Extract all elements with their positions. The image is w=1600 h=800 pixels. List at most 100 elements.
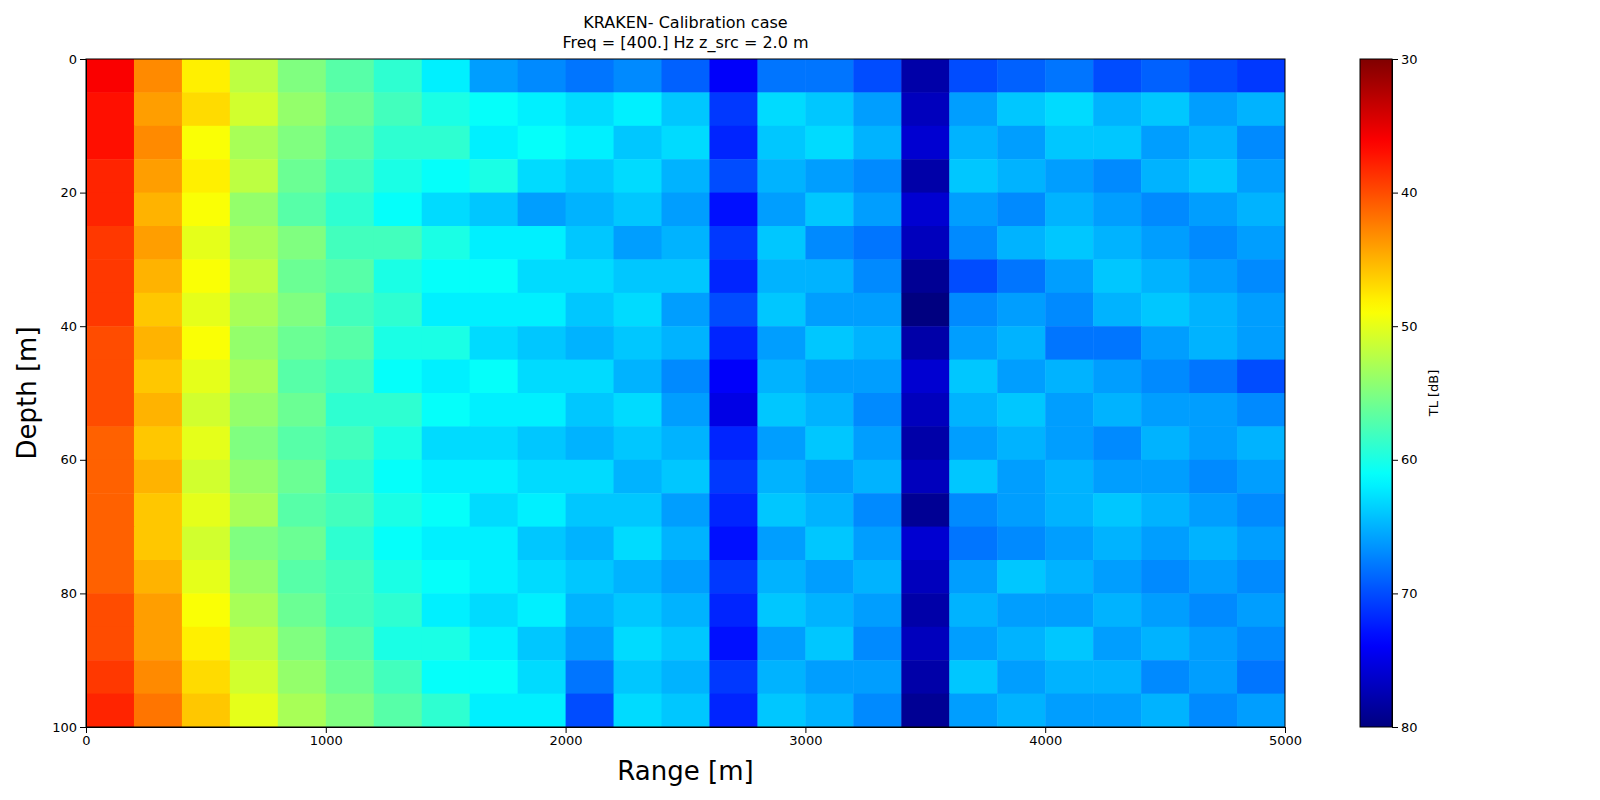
cell <box>1093 593 1141 627</box>
cell <box>278 159 326 193</box>
cell <box>709 393 757 427</box>
cell <box>470 660 518 694</box>
cell <box>709 560 757 594</box>
cell <box>1045 293 1093 327</box>
cell <box>278 660 326 694</box>
cell <box>278 126 326 160</box>
cell <box>278 360 326 394</box>
cell <box>374 460 422 494</box>
cell <box>566 527 614 561</box>
cell <box>518 527 566 561</box>
tick: 0 <box>82 727 90 748</box>
cell <box>134 426 182 460</box>
cell <box>134 126 182 160</box>
tick-label: 3000 <box>789 733 822 748</box>
cell <box>662 527 710 561</box>
cell <box>326 493 374 527</box>
cell <box>422 126 470 160</box>
cell <box>853 660 901 694</box>
cell <box>134 660 182 694</box>
cell <box>1045 326 1093 360</box>
cell <box>230 593 278 627</box>
cell <box>230 493 278 527</box>
cell <box>1189 226 1237 260</box>
cell <box>374 493 422 527</box>
cell <box>134 92 182 126</box>
cell <box>901 393 949 427</box>
cell <box>86 527 134 561</box>
cell <box>566 694 614 727</box>
cell <box>1237 360 1285 394</box>
cell <box>230 527 278 561</box>
cell <box>230 193 278 227</box>
title: KRAKEN- Calibration caseFreq = [400.] Hz… <box>562 13 808 53</box>
cell <box>1093 560 1141 594</box>
cell <box>1093 326 1141 360</box>
cell <box>805 259 853 293</box>
cell <box>901 326 949 360</box>
cell <box>1189 92 1237 126</box>
cell <box>518 694 566 727</box>
cell <box>949 527 997 561</box>
cell <box>1093 527 1141 561</box>
cell <box>278 393 326 427</box>
cell <box>470 126 518 160</box>
cell <box>422 560 470 594</box>
cell <box>949 593 997 627</box>
cell <box>230 560 278 594</box>
cell <box>374 426 422 460</box>
cell <box>86 460 134 494</box>
cell <box>662 360 710 394</box>
cell <box>709 59 757 93</box>
cell <box>86 493 134 527</box>
cell <box>757 59 805 93</box>
cell <box>1237 59 1285 93</box>
cell <box>805 193 853 227</box>
cell <box>1189 393 1237 427</box>
cell <box>422 360 470 394</box>
tick-mark <box>1392 593 1398 594</box>
cell <box>182 159 230 193</box>
cell <box>566 360 614 394</box>
cell <box>949 360 997 394</box>
cell <box>997 393 1045 427</box>
tick: 5000 <box>1269 727 1302 748</box>
cell <box>997 126 1045 160</box>
cell <box>134 159 182 193</box>
cell <box>182 426 230 460</box>
cell <box>805 593 853 627</box>
cell <box>326 226 374 260</box>
cell <box>470 527 518 561</box>
cell <box>86 92 134 126</box>
cell <box>1045 560 1093 594</box>
cell <box>757 159 805 193</box>
cell <box>134 393 182 427</box>
cell <box>901 527 949 561</box>
cell <box>134 293 182 327</box>
cell <box>1237 326 1285 360</box>
cell <box>997 460 1045 494</box>
cell <box>1189 193 1237 227</box>
cell <box>422 92 470 126</box>
cell <box>662 660 710 694</box>
tick: 60 <box>60 452 86 467</box>
cell <box>326 159 374 193</box>
cell <box>1141 593 1189 627</box>
cell <box>949 627 997 661</box>
cell <box>757 360 805 394</box>
cell <box>86 326 134 360</box>
tick: 80 <box>1392 720 1418 735</box>
cell <box>997 493 1045 527</box>
cell <box>182 560 230 594</box>
cell <box>1093 126 1141 160</box>
cell <box>518 59 566 93</box>
cell <box>853 460 901 494</box>
cell <box>997 560 1045 594</box>
cell <box>709 226 757 260</box>
cell <box>1141 426 1189 460</box>
y-axis: 020406080100 <box>52 52 86 735</box>
cell <box>422 460 470 494</box>
title-line: Freq = [400.] Hz z_src = 2.0 m <box>562 33 808 53</box>
cell <box>853 527 901 561</box>
colorbar-axis: 304050607080 <box>1392 52 1418 735</box>
